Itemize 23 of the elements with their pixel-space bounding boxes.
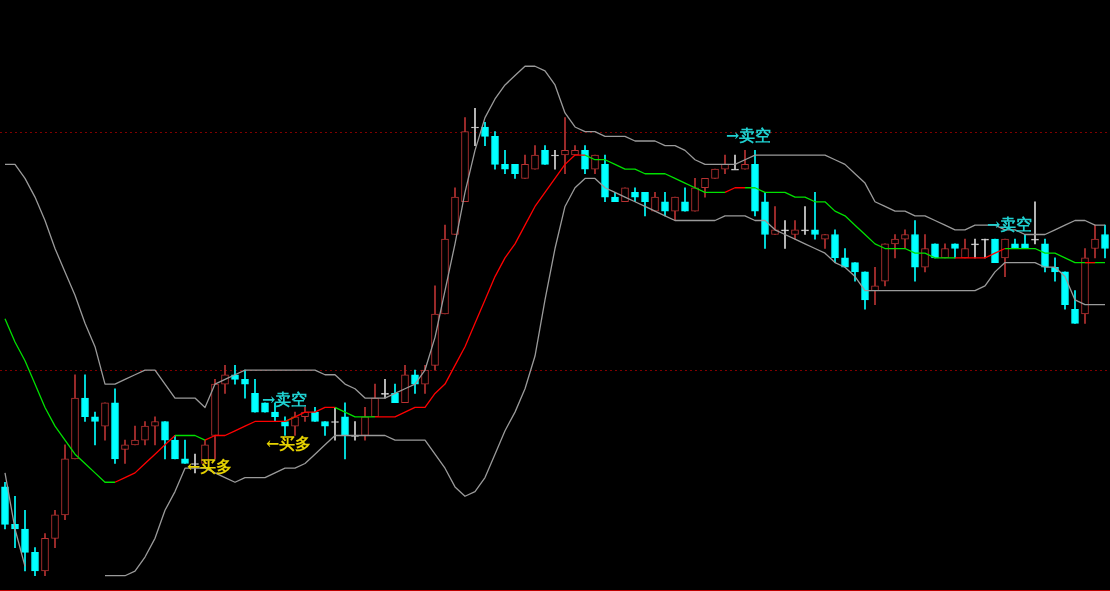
candlestick bbox=[181, 439, 189, 464]
annotation: →卖空 bbox=[726, 126, 772, 145]
annotation: ←买多 bbox=[187, 457, 233, 476]
candlestick bbox=[281, 416, 289, 436]
candlestick bbox=[151, 416, 159, 446]
candlestick bbox=[981, 238, 989, 259]
candlestick bbox=[891, 234, 899, 259]
candlestick bbox=[781, 220, 789, 249]
candlestick bbox=[471, 107, 479, 147]
candlestick bbox=[731, 154, 739, 171]
candlestick bbox=[501, 150, 509, 175]
candlestick bbox=[811, 192, 819, 240]
annotation: ←买多 bbox=[266, 434, 312, 453]
annotation: →卖空 bbox=[262, 390, 308, 409]
candlestick bbox=[801, 206, 809, 235]
candlestick bbox=[1031, 201, 1039, 245]
candlestick bbox=[561, 117, 569, 175]
candlestick bbox=[551, 150, 559, 170]
candlestick bbox=[91, 411, 99, 446]
candlestick bbox=[241, 369, 249, 399]
candlestick bbox=[971, 238, 979, 259]
candlestick bbox=[871, 266, 879, 305]
candlestick bbox=[121, 439, 129, 464]
